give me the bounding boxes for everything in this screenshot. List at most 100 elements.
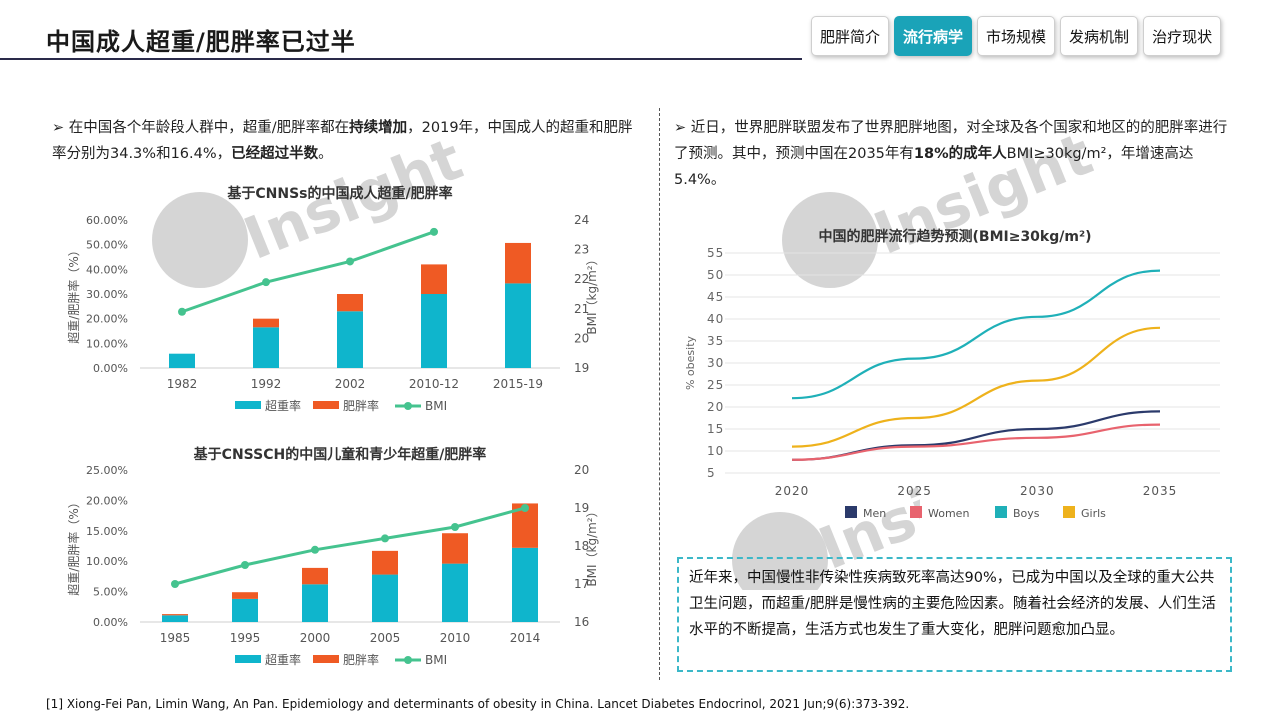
bar-overweight <box>421 294 447 368</box>
legend-swatch-women <box>910 506 922 518</box>
right-bullet-text: ➢ 近日，世界肥胖联盟发布了世界肥胖地图，对全球及各个国家和地区的的肥胖率进行了… <box>674 120 1228 188</box>
legend-swatch-bmi-dot <box>404 402 412 410</box>
y-tick-label: 5.00% <box>93 586 128 599</box>
bar-overweight <box>253 327 279 368</box>
legend-swatch-overweight <box>235 401 261 409</box>
bmi-point <box>171 580 179 588</box>
bar-overweight <box>442 563 468 622</box>
y2-tick-label: 20 <box>574 463 589 477</box>
y-tick-label: 10 <box>707 444 724 458</box>
y2-tick-label: 21 <box>574 302 589 316</box>
section-tabs: 肥胖简介 流行病学 市场规模 发病机制 治疗现状 <box>811 16 1222 56</box>
y-tick-label: 10.00% <box>86 555 128 568</box>
bmi-point <box>430 227 438 236</box>
legend-swatch-boys <box>995 506 1007 518</box>
tab-treatment-status[interactable]: 治疗现状 <box>1143 16 1222 56</box>
y-tick-label: 5 <box>707 466 716 480</box>
chart3-title: 中国的肥胖流行趋势预测(BMI≥30kg/m²) <box>818 229 1092 245</box>
x-tick-label: 2014 <box>510 631 541 645</box>
bar-obese <box>442 533 468 564</box>
chart-adult-overweight: 0.00% 10.00% 20.00% 30.00% 40.00% 50.00% 60.00… <box>66 213 599 413</box>
y2-axis-title: BMI（kg/m²） <box>585 505 599 586</box>
column-divider <box>659 108 660 680</box>
y2-tick-label: 19 <box>574 501 589 515</box>
tab-epidemiology[interactable]: 流行病学 <box>894 16 973 56</box>
bar-overweight <box>337 311 363 368</box>
bar-overweight <box>302 584 328 622</box>
watermark-1: Insight <box>152 125 471 288</box>
left-bullet-text: ➢ 在中国各个年龄段人群中，超重/肥胖率都在持续增加，2019年，中国成人的超重… <box>52 120 633 162</box>
bmi-point <box>381 534 389 543</box>
x-tick-label: 1985 <box>160 631 191 645</box>
bar-obese <box>421 264 447 294</box>
y2-tick-label: 24 <box>574 213 589 227</box>
legend-label: Girls <box>1081 507 1106 520</box>
legend-swatch-obese <box>313 401 339 409</box>
y-tick-label: 25.00% <box>86 464 128 477</box>
bar-obese <box>253 318 279 328</box>
bar-obese <box>232 592 258 599</box>
y2-tick-label: 22 <box>574 272 589 286</box>
bmi-point <box>451 523 459 531</box>
legend-swatch-bmi-dot <box>404 656 412 664</box>
bmi-point <box>311 545 319 554</box>
bar-overweight <box>232 598 258 622</box>
legend-label: BMI <box>425 653 447 667</box>
y2-axis-title: BMI（kg/m²） <box>585 253 599 334</box>
bar-obese <box>337 294 363 312</box>
bmi-point <box>178 307 186 316</box>
legend-label: Boys <box>1013 507 1040 520</box>
legend-label: Men <box>863 507 886 520</box>
title-underline <box>0 58 802 60</box>
bmi-point <box>241 561 249 569</box>
series-line-women <box>791 423 1161 461</box>
bmi-point <box>346 257 354 266</box>
callout-text: 近年来，中国慢性非传染性疾病致死率高达90%，已成为中国以及全球的重大公共卫生问… <box>689 570 1216 638</box>
bar-obese <box>162 614 188 616</box>
y-axis-title: % obesity <box>684 335 697 390</box>
x-tick-label: 2020 <box>775 484 810 498</box>
x-tick-label: 2000 <box>300 631 331 645</box>
y2-tick-label: 19 <box>574 361 589 375</box>
x-tick-label: 1992 <box>251 377 282 391</box>
chart-child-overweight: 0.00% 5.00% 10.00% 15.00% 20.00% 25.00% 16 17 18… <box>66 463 599 667</box>
y-tick-label: 30.00% <box>86 288 128 301</box>
y-tick-label: 20.00% <box>86 494 128 507</box>
watermark-3: Insight <box>732 470 920 590</box>
y-tick-label: 20 <box>707 400 724 414</box>
legend-label: BMI <box>425 399 447 413</box>
y-tick-label: 40 <box>707 312 724 326</box>
tab-obesity-intro[interactable]: 肥胖简介 <box>811 16 890 56</box>
y-tick-label: 40.00% <box>86 263 128 276</box>
x-tick-label: 2015-19 <box>493 377 543 391</box>
y2-tick-label: 20 <box>574 331 589 345</box>
legend-label: 肥胖率 <box>343 652 379 667</box>
y-tick-label: 60.00% <box>86 214 128 227</box>
y-tick-label: 55 <box>707 246 724 260</box>
x-tick-label: 2035 <box>1143 484 1178 498</box>
y-tick-label: 10.00% <box>86 337 128 350</box>
bar-overweight <box>169 353 195 368</box>
y2-tick-label: 23 <box>574 243 589 257</box>
y-tick-label: 20.00% <box>86 313 128 326</box>
x-tick-label: 1982 <box>167 377 198 391</box>
bar-overweight <box>512 547 538 622</box>
legend-label: Women <box>928 507 969 520</box>
legend-swatch-obese <box>313 655 339 663</box>
bar-obese <box>302 567 328 585</box>
x-tick-label: 2010 <box>440 631 471 645</box>
y-tick-label: 15.00% <box>86 525 128 538</box>
watermark-2: Insight <box>782 120 1101 288</box>
tab-pathogenesis[interactable]: 发病机制 <box>1060 16 1139 56</box>
y2-tick-label: 16 <box>574 615 589 629</box>
callout-box: 近年来，中国慢性非传染性疾病致死率高达90%，已成为中国以及全球的重大公共卫生问… <box>677 557 1232 672</box>
bmi-line <box>174 506 526 586</box>
legend-label: 超重率 <box>265 652 301 667</box>
y-tick-label: 0.00% <box>93 362 128 375</box>
tab-market-size[interactable]: 市场规模 <box>977 16 1056 56</box>
x-tick-label: 2010-12 <box>409 377 459 391</box>
bmi-line <box>181 230 435 314</box>
bar-overweight <box>162 615 188 622</box>
y-tick-label: 25 <box>707 378 724 392</box>
bar-overweight <box>372 574 398 622</box>
